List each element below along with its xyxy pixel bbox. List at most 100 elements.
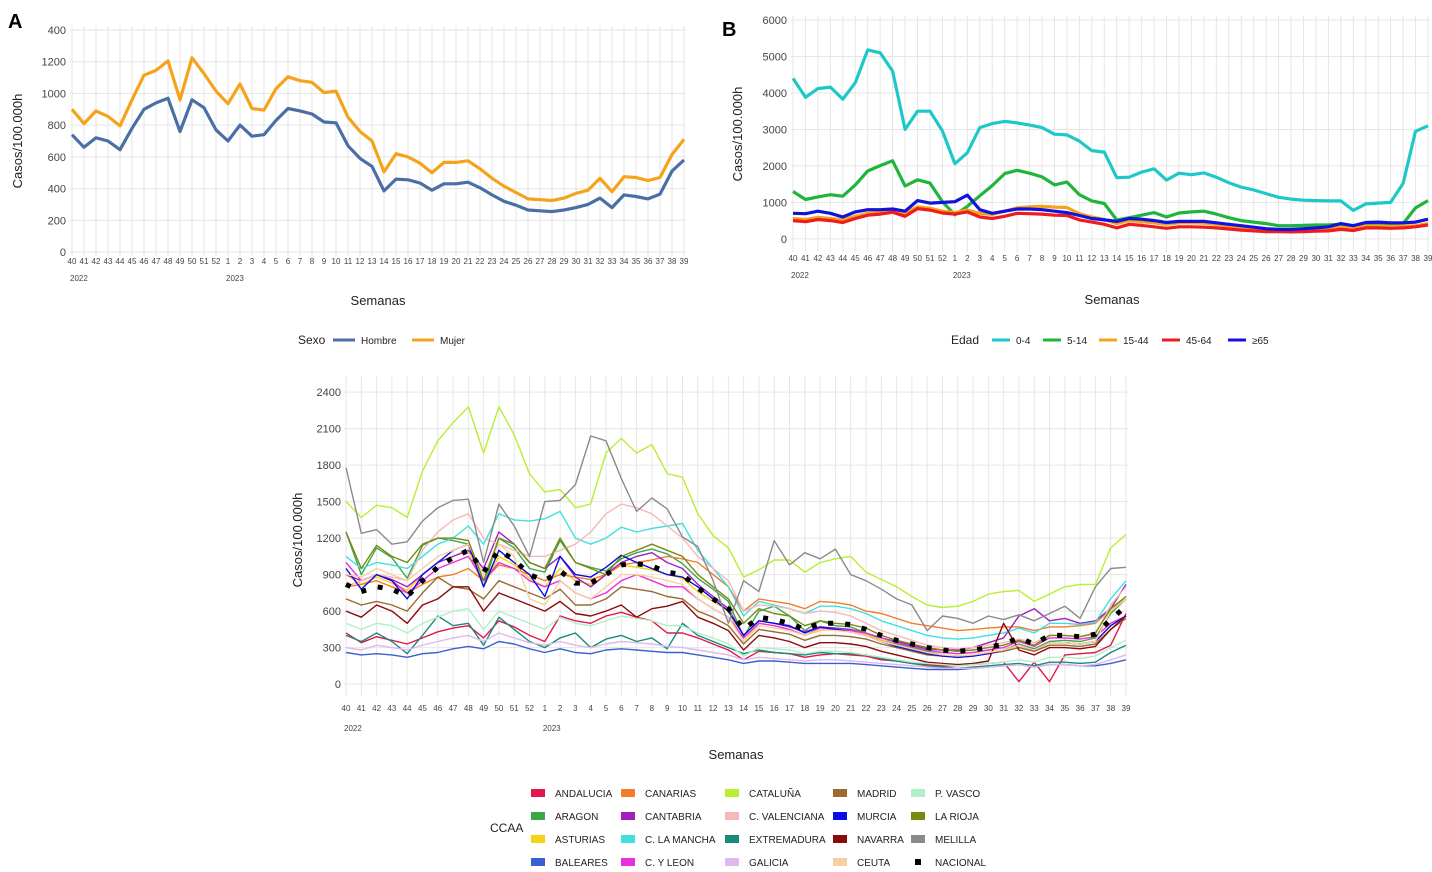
x-tick-label: 21 <box>846 704 855 713</box>
legend-label-asturias: ASTURIAS <box>555 835 605 846</box>
y-tick-label: 200 <box>48 215 66 227</box>
x-tick-label: 1 <box>953 254 958 263</box>
x-tick-label: 41 <box>80 257 89 266</box>
legend-label-p-vasco: P. VASCO <box>935 789 980 800</box>
x-tick-label: 8 <box>650 704 655 713</box>
legend-swatch-murcia <box>833 812 847 820</box>
x-tick-label: 39 <box>680 257 689 266</box>
x-tick-label: 43 <box>104 257 113 266</box>
x-tick-label: 11 <box>1075 254 1084 263</box>
year-label: 2023 <box>953 271 971 280</box>
y-axis-title: Casos/100.000h <box>730 87 745 182</box>
x-tick-label: 30 <box>572 257 581 266</box>
x-tick-label: 46 <box>863 254 872 263</box>
x-tick-label: 28 <box>953 704 962 713</box>
legend-label-aragon: ARAGON <box>555 812 598 823</box>
legend-swatch-ceuta <box>833 858 847 866</box>
x-tick-label: 15 <box>392 257 401 266</box>
x-tick-label: 44 <box>838 254 847 263</box>
legend-swatch-c-y-leon <box>621 858 635 866</box>
x-tick-label: 17 <box>1150 254 1159 263</box>
x-tick-label: 22 <box>476 257 485 266</box>
x-tick-label: 22 <box>1212 254 1221 263</box>
x-tick-label: 32 <box>596 257 605 266</box>
x-tick-label: 42 <box>92 257 101 266</box>
x-tick-label: 31 <box>999 704 1008 713</box>
x-tick-label: 36 <box>1076 704 1085 713</box>
legend-label-hombre: Hombre <box>361 336 397 347</box>
x-tick-label: 31 <box>584 257 593 266</box>
x-tick-label: 1 <box>226 257 231 266</box>
x-tick-label: 17 <box>416 257 425 266</box>
x-tick-label: 48 <box>888 254 897 263</box>
x-tick-label: 48 <box>164 257 173 266</box>
x-tick-label: 24 <box>500 257 509 266</box>
legend-swatch-c-la-mancha <box>621 835 635 843</box>
panel-b-letter: B <box>722 19 736 41</box>
x-tick-label: 46 <box>433 704 442 713</box>
x-tick-label: 37 <box>1091 704 1100 713</box>
x-tick-label: 11 <box>344 257 353 266</box>
y-tick-label: 3000 <box>763 124 787 136</box>
legend-swatch-c-valenciana <box>725 812 739 820</box>
x-tick-label: 12 <box>709 704 718 713</box>
x-tick-label: 6 <box>619 704 624 713</box>
y-tick-label: 2400 <box>317 387 341 399</box>
y-tick-label: 1800 <box>317 460 341 472</box>
x-tick-label: 9 <box>322 257 327 266</box>
x-tick-label: 11 <box>694 704 703 713</box>
x-tick-label: 20 <box>831 704 840 713</box>
x-tick-label: 45 <box>418 704 427 713</box>
x-tick-label: 15 <box>754 704 763 713</box>
y-tick-label: 1000 <box>763 197 787 209</box>
y-tick-label: 1200 <box>317 533 341 545</box>
x-tick-label: 30 <box>984 704 993 713</box>
x-tick-label: 34 <box>1045 704 1054 713</box>
y-tick-label: 4000 <box>763 88 787 100</box>
y-tick-label: 400 <box>48 25 66 37</box>
legend-swatch-melilla <box>911 835 925 843</box>
x-tick-label: 29 <box>969 704 978 713</box>
x-tick-label: 5 <box>604 704 609 713</box>
y-tick-label: 600 <box>48 152 66 164</box>
y-tick-label: 0 <box>335 679 341 691</box>
legend-swatch-extremadura <box>725 835 739 843</box>
x-tick-label: 39 <box>1424 254 1432 263</box>
legend-label-andalucia: ANDALUCIA <box>555 789 613 800</box>
year-label: 2023 <box>226 274 244 283</box>
legend-label-extremadura: EXTREMADURA <box>749 835 826 846</box>
x-tick-label: 41 <box>801 254 810 263</box>
x-tick-label: 50 <box>913 254 922 263</box>
x-tick-label: 40 <box>342 704 351 713</box>
series-line-cataluna <box>345 406 1127 609</box>
series-line-c-y-leon <box>345 555 1127 655</box>
legend-label-cataluna: CATALUÑA <box>749 787 801 800</box>
x-tick-label: 24 <box>892 704 901 713</box>
y-tick-label: 800 <box>48 120 66 132</box>
legend-label-navarra: NAVARRA <box>857 835 904 846</box>
x-tick-label: 19 <box>1175 254 1184 263</box>
x-tick-label: 30 <box>1311 254 1320 263</box>
x-tick-label: 26 <box>1262 254 1271 263</box>
y-tick-label: 1200 <box>42 57 66 69</box>
series-line-ge65 <box>792 193 1429 231</box>
x-tick-label: 35 <box>1374 254 1383 263</box>
x-tick-label: 12 <box>356 257 365 266</box>
legend-label-mujer: Mujer <box>440 336 466 347</box>
x-tick-label: 14 <box>380 257 389 266</box>
series-line-p-vasco <box>345 608 1127 667</box>
x-tick-label: 3 <box>250 257 255 266</box>
x-tick-label: 16 <box>1137 254 1146 263</box>
x-tick-label: 14 <box>1112 254 1121 263</box>
legend-label-c-y-leon: C. Y LEON <box>645 858 694 869</box>
x-tick-label: 51 <box>510 704 519 713</box>
x-tick-label: 14 <box>739 704 748 713</box>
legend-label-melilla: MELILLA <box>935 835 976 846</box>
series-line-0-4 <box>791 48 1429 212</box>
legend-swatch-la-rioja <box>911 812 925 820</box>
x-tick-label: 34 <box>620 257 629 266</box>
x-tick-label: 10 <box>332 257 341 266</box>
x-tick-label: 10 <box>1062 254 1071 263</box>
legend-swatch-galicia <box>725 858 739 866</box>
